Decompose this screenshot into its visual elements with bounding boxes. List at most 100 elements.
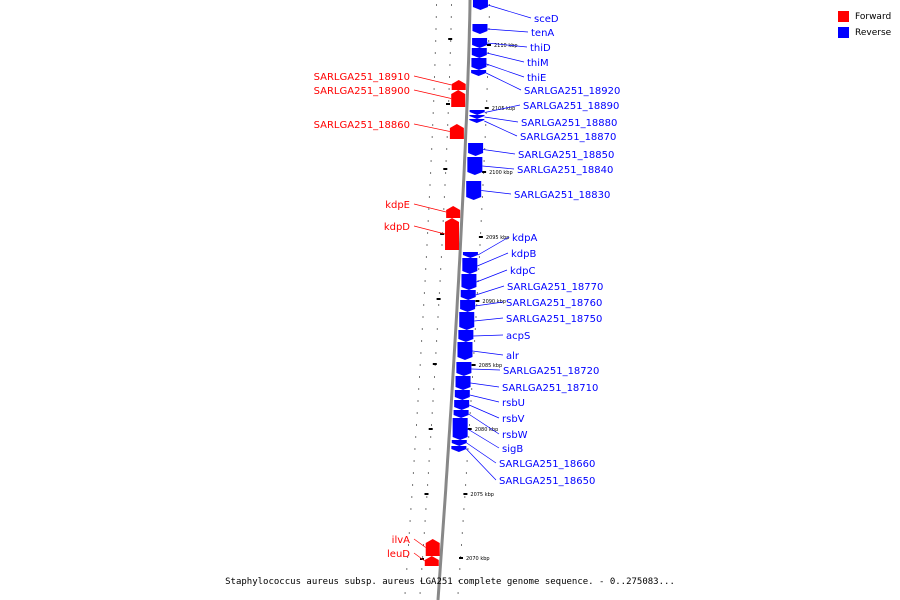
reverse-gene [469, 115, 485, 119]
guide-dot [474, 328, 476, 330]
reverse-gene-label: SARLGA251_18840 [517, 165, 613, 176]
dotted-guides [404, 4, 490, 594]
forward-gene [451, 90, 466, 107]
guide-dot [434, 52, 436, 54]
guide-dot [471, 388, 473, 390]
guide-dot [469, 412, 471, 414]
reverse-connector [485, 72, 522, 91]
reverse-swatch [838, 27, 849, 38]
reverse-gene-label: alr [506, 351, 520, 362]
reverse-gene-label: SARLGA251_18850 [518, 150, 614, 161]
guide-dot [408, 544, 409, 546]
reverse-gene [471, 48, 487, 58]
guide-dot [432, 124, 434, 126]
forward-connector [413, 89, 452, 99]
reverse-gene [471, 58, 487, 70]
guide-dot [435, 28, 437, 30]
guide-dot [435, 352, 437, 354]
forward-connector [413, 123, 450, 132]
guide-dot [480, 220, 482, 222]
guide-dot [433, 100, 435, 102]
forward-connector [413, 552, 425, 562]
guide-dot [450, 28, 452, 30]
reverse-connector [486, 63, 525, 78]
reverse-gene [452, 418, 468, 440]
guide-dot [405, 580, 407, 582]
guide-dot [434, 64, 436, 66]
guide-dot [484, 148, 486, 150]
minor-mark [448, 38, 453, 40]
reverse-connector [487, 4, 532, 19]
guide-dot [423, 544, 424, 546]
guide-dot [425, 268, 427, 270]
guide-dot [421, 568, 423, 570]
reverse-connector [477, 236, 510, 256]
guide-dot [447, 112, 449, 114]
reverse-connector [468, 413, 500, 435]
reverse-gene [459, 312, 475, 330]
reverse-connector [470, 382, 500, 388]
guide-dot [442, 220, 444, 222]
minor-mark [446, 103, 450, 105]
tick-mark [475, 300, 480, 302]
guide-dot [438, 292, 440, 294]
legend: Forward Reverse [838, 9, 891, 41]
guide-dot [485, 124, 487, 126]
reverse-gene-label: rsbV [502, 414, 525, 425]
guide-dot [450, 16, 452, 18]
guide-dot [429, 448, 431, 450]
reverse-connector [486, 52, 525, 63]
tick-label: 2105 kbp [492, 106, 516, 112]
forward-connector [413, 225, 446, 235]
reverse-connector [466, 448, 497, 481]
guide-dot [425, 256, 427, 258]
forward-gene [451, 80, 466, 90]
reverse-gene-label: SARLGA251_18880 [521, 118, 617, 129]
guide-dot [421, 340, 423, 342]
forward-gene-label: kdpE [385, 200, 410, 211]
guide-dot [466, 460, 468, 462]
guide-dot [436, 4, 437, 6]
reverse-gene [471, 70, 487, 76]
reverse-gene [451, 440, 467, 446]
guide-dot [485, 112, 487, 114]
guide-dot [486, 88, 488, 90]
guide-dot [435, 40, 437, 42]
forward-gene [424, 556, 439, 566]
guide-dot [430, 160, 432, 162]
reverse-gene [460, 290, 476, 300]
forward-gene-label: SARLGA251_18900 [314, 86, 410, 97]
guide-dot [448, 88, 450, 90]
reverse-connector [477, 252, 509, 267]
reverse-gene-label: SARLGA251_18720 [503, 366, 599, 377]
reverse-gene [462, 258, 478, 274]
reverse-gene [458, 330, 474, 342]
tick-marks: 2110 kbp 2105 kbp 2100 kbp 2095 kbp 2090 kbp… [459, 43, 518, 562]
guide-dot [463, 508, 465, 510]
reverse-gene-label: kdpB [511, 249, 536, 260]
reverse-gene-label: SARLGA251_18650 [499, 476, 595, 487]
guide-dot [446, 148, 448, 150]
legend-label: Reverse [855, 27, 892, 38]
tick-mark [467, 428, 472, 430]
guide-dot [418, 388, 420, 390]
minor-mark [436, 298, 441, 300]
reverse-gene-label: kdpC [510, 266, 535, 277]
reverse-gene-label: sceD [534, 14, 559, 25]
reverse-connector [476, 269, 508, 283]
guide-dot [409, 520, 411, 522]
guide-dot [430, 172, 432, 174]
forward-gene-label: leuD [387, 549, 410, 560]
gene-labels: SARLGA251_18910 SARLGA251_18900 SARLGA251_… [314, 4, 620, 562]
guide-dot [419, 376, 420, 378]
backbone-line [436, 0, 472, 600]
reverse-gene-label: tenA [531, 28, 554, 39]
minor-mark [428, 428, 433, 430]
guide-dot [412, 472, 414, 474]
guide-dot [472, 376, 473, 378]
guide-dot [429, 184, 431, 186]
guide-dot [416, 412, 418, 414]
reverse-gene-label: thiE [527, 73, 546, 84]
guide-dot [423, 532, 425, 534]
guide-dot [432, 400, 434, 402]
